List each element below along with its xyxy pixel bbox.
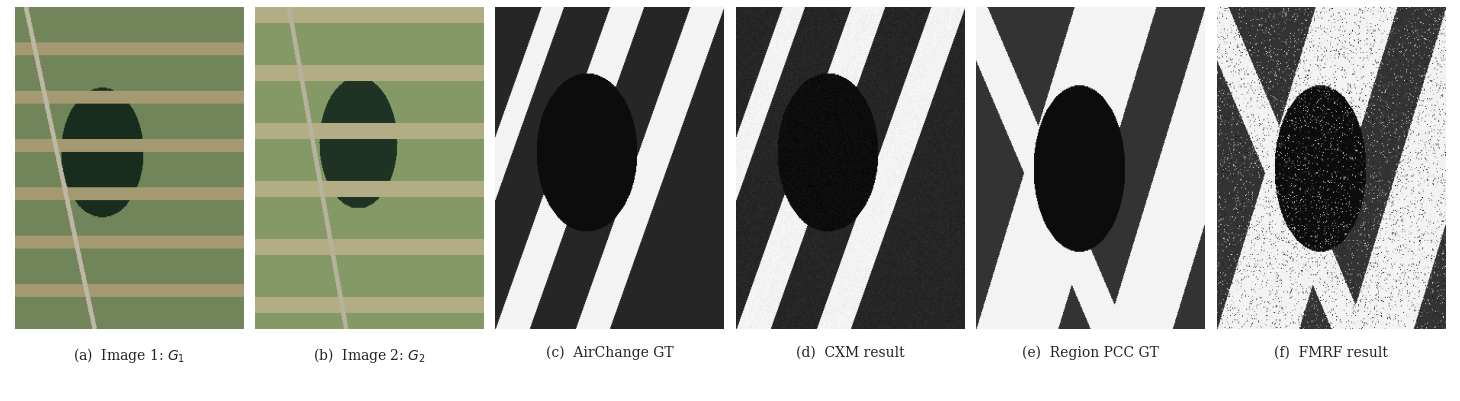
Text: (a)  Image 1: $G_1$: (a) Image 1: $G_1$ bbox=[73, 345, 185, 364]
Text: (f)  FMRF result: (f) FMRF result bbox=[1275, 345, 1388, 359]
Text: (c)  AirChange GT: (c) AirChange GT bbox=[546, 345, 673, 359]
Text: (b)  Image 2: $G_2$: (b) Image 2: $G_2$ bbox=[312, 345, 426, 364]
Text: (e)  Region PCC GT: (e) Region PCC GT bbox=[1022, 345, 1159, 359]
Text: (d)  CXM result: (d) CXM result bbox=[796, 345, 905, 359]
